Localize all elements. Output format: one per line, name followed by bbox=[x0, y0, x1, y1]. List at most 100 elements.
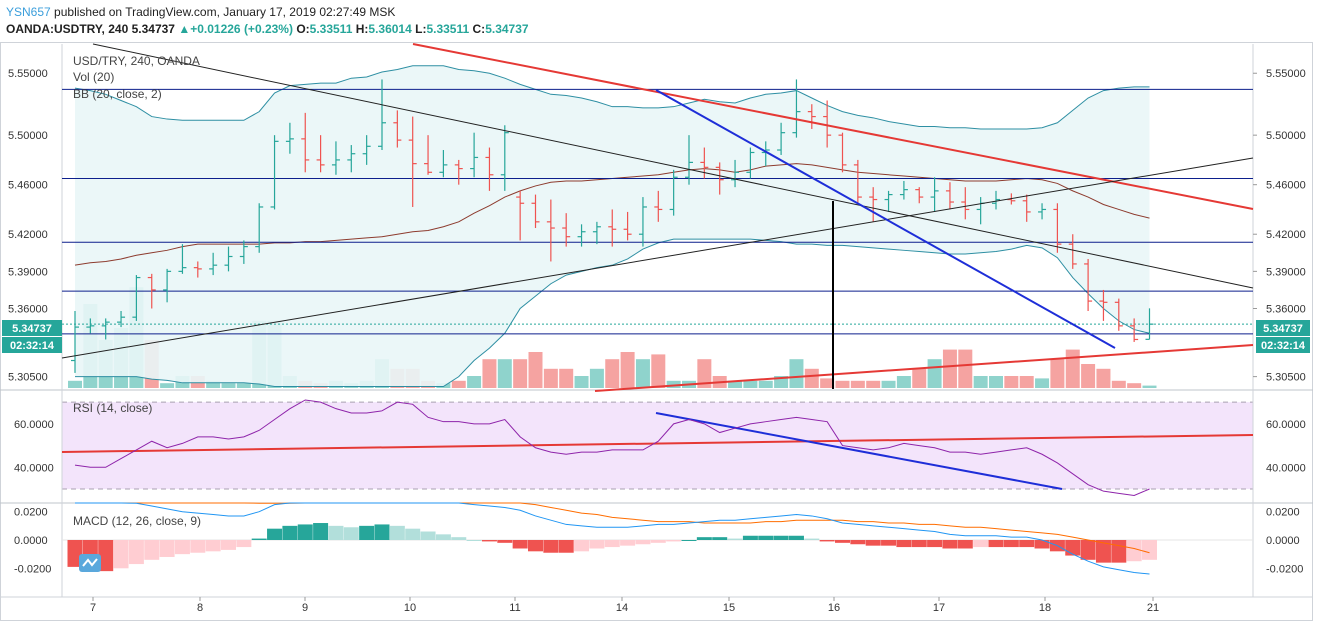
volume-bar bbox=[1050, 359, 1065, 388]
volume-bar bbox=[835, 380, 850, 388]
macd-histogram-bar bbox=[604, 540, 620, 548]
volume-bar bbox=[651, 354, 666, 388]
macd-signal-line bbox=[75, 502, 1150, 554]
author-link[interactable]: YSN657 bbox=[6, 5, 51, 19]
price-tick-right: 5.50000 bbox=[1266, 130, 1306, 142]
symbol-label: OANDA:USDTRY, 240 bbox=[6, 22, 129, 36]
candle bbox=[71, 310, 79, 373]
open-label: O: bbox=[296, 22, 310, 36]
volume-bar bbox=[589, 368, 604, 388]
macd-histogram-bar bbox=[359, 525, 375, 540]
main-legend: USD/TRY, 240, OANDA bbox=[73, 54, 200, 68]
volume-bar bbox=[728, 380, 743, 388]
macd-histogram-bar bbox=[1126, 540, 1142, 562]
volume-bar bbox=[1111, 380, 1126, 388]
price-tag-right-text: 5.34737 bbox=[1263, 323, 1303, 335]
volume-bar bbox=[789, 359, 804, 388]
candle bbox=[746, 147, 755, 179]
macd-histogram-bar bbox=[466, 540, 482, 541]
volume-bar bbox=[850, 380, 865, 388]
price-tag-right bbox=[1256, 320, 1310, 336]
candle bbox=[439, 150, 448, 178]
macd-histogram-bar bbox=[773, 535, 789, 540]
volume-bar bbox=[574, 376, 589, 388]
volume-bar bbox=[666, 380, 681, 388]
macd-histogram-bar bbox=[221, 540, 236, 550]
red-support-line bbox=[594, 344, 1254, 392]
macd-histogram-bar bbox=[881, 540, 897, 546]
candle bbox=[930, 177, 939, 212]
macd-histogram-bar bbox=[420, 531, 436, 540]
candle bbox=[685, 135, 693, 185]
volume-bar bbox=[236, 383, 251, 388]
timer-tag-right bbox=[1256, 337, 1310, 353]
volume-bar bbox=[1019, 376, 1034, 388]
candle bbox=[669, 169, 678, 216]
candle bbox=[869, 187, 878, 222]
macd-histogram-bar bbox=[896, 540, 912, 548]
macd-histogram-bar bbox=[865, 540, 881, 546]
change-arrow: ▲ bbox=[178, 22, 191, 36]
macd-histogram-bar bbox=[589, 540, 605, 549]
black-descending-line bbox=[92, 43, 1254, 289]
candle bbox=[838, 132, 847, 173]
publish-info: YSN657 published on TradingView.com, Jan… bbox=[6, 5, 395, 19]
candle bbox=[101, 318, 110, 340]
price-tick-left: 5.36000 bbox=[8, 304, 48, 316]
candle bbox=[331, 141, 340, 175]
volume-bar bbox=[927, 359, 942, 388]
volume-bar bbox=[1065, 349, 1080, 388]
candle bbox=[378, 79, 386, 151]
candle bbox=[546, 199, 555, 262]
macd-legend: MACD (12, 26, close, 9) bbox=[73, 514, 201, 528]
macd-histogram-bar bbox=[297, 524, 313, 540]
candle bbox=[362, 135, 371, 165]
low-value: 5.33511 bbox=[426, 22, 470, 36]
volume-bar bbox=[451, 380, 466, 388]
symbol-info: OANDA:USDTRY, 240 5.34737 ▲+0.01226 (+0.… bbox=[6, 22, 529, 36]
volume-bar bbox=[896, 376, 911, 388]
macd-histogram-bar bbox=[481, 540, 497, 542]
macd-histogram-bar bbox=[957, 540, 973, 549]
candle bbox=[577, 224, 586, 247]
volume-bar bbox=[1142, 385, 1157, 388]
macd-histogram-bar bbox=[251, 538, 267, 540]
macd-histogram-bar bbox=[528, 540, 543, 552]
volume-bar bbox=[160, 383, 175, 388]
macd-histogram-bar bbox=[159, 540, 175, 557]
rsi-tick-left: 60.0000 bbox=[14, 419, 54, 431]
volume-bar bbox=[559, 368, 574, 388]
macd-histogram-bar bbox=[144, 540, 160, 560]
macd-tick-right: 0.0200 bbox=[1266, 507, 1300, 519]
macd-histogram-bar bbox=[681, 540, 697, 541]
volume-bar bbox=[1127, 383, 1142, 388]
price-tick-left: 5.39000 bbox=[8, 266, 48, 278]
volume-bar bbox=[743, 380, 758, 388]
macd-histogram-bar bbox=[620, 540, 636, 546]
black-ascending-line bbox=[61, 157, 1254, 359]
macd-histogram-bar bbox=[650, 540, 666, 543]
rsi-band bbox=[62, 402, 1253, 489]
volume-bar bbox=[528, 352, 543, 388]
macd-histogram-bar bbox=[343, 527, 359, 540]
time-tick-label: 10 bbox=[404, 602, 416, 614]
timer-tag-left-text: 02:32:14 bbox=[10, 340, 55, 352]
price-tag-left-text: 5.34737 bbox=[12, 323, 52, 335]
candle bbox=[316, 135, 325, 173]
price-tick-right: 5.42000 bbox=[1266, 229, 1306, 241]
macd-histogram-bar bbox=[942, 540, 958, 549]
candle bbox=[1099, 289, 1108, 321]
volume-bar bbox=[605, 359, 620, 388]
macd-histogram-bar bbox=[190, 540, 206, 553]
candle bbox=[608, 209, 617, 247]
volume-bar bbox=[1004, 376, 1019, 388]
last-price: 5.34737 bbox=[131, 22, 175, 36]
macd-histogram-bar bbox=[313, 523, 329, 540]
candle bbox=[117, 310, 126, 328]
volume-bar bbox=[973, 376, 988, 388]
candle bbox=[945, 182, 954, 210]
volume-bar bbox=[804, 368, 819, 388]
volume-bar bbox=[942, 349, 957, 388]
macd-histogram-bar bbox=[558, 540, 574, 553]
